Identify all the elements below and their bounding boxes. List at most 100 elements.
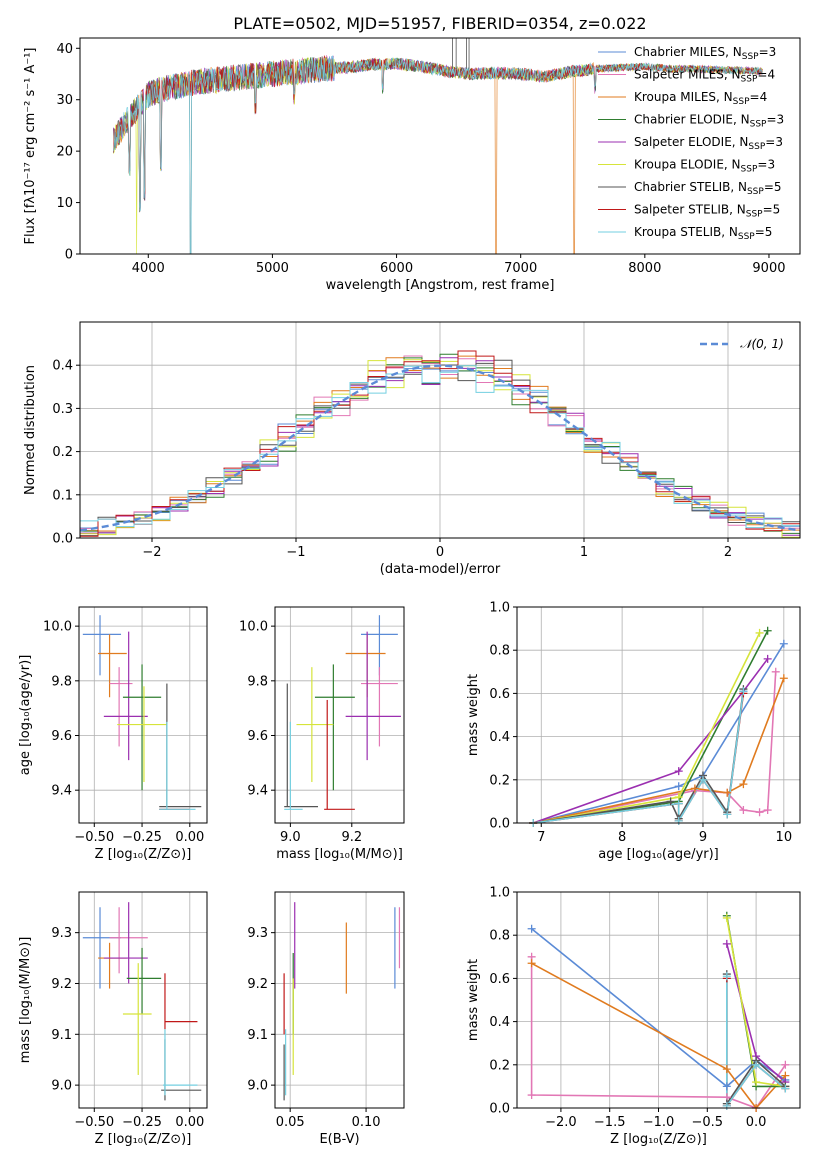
y-tick-label: 0.4: [52, 359, 73, 374]
weight-line: [726, 976, 786, 1108]
legend-sub: SSP: [750, 120, 767, 130]
plot-area: [284, 615, 401, 810]
weight-marker: [698, 775, 707, 784]
plot-area: [80, 350, 800, 538]
weight-marker: [690, 784, 699, 793]
weight-line: [533, 643, 785, 823]
y-tick-label: 0.1: [52, 488, 73, 503]
legend-sub: SSP: [746, 210, 763, 220]
y-tick-label: 9.0: [247, 1079, 268, 1094]
weight-marker: [674, 767, 683, 776]
legend-sub: SSP: [748, 142, 765, 152]
legend-sub: SSP: [747, 187, 764, 197]
axes-frame: [78, 891, 208, 1109]
weight-marker: [722, 939, 731, 948]
x-tick-label: −0.5: [692, 1115, 724, 1130]
spectrum-line: [113, 55, 763, 254]
weight-line: [531, 962, 786, 1108]
weight-marker: [527, 1091, 536, 1100]
weight-marker: [722, 913, 731, 922]
x-axis-label: mass [log₁₀(M/M⊙)]: [276, 847, 403, 862]
y-axis-label: mass [log₁₀(M/M⊙)]: [18, 937, 33, 1064]
y-tick-label: 10: [56, 196, 73, 211]
panel-mass-vs-ebv: 0.05 0.10 9.0 9.1 9.2 9.3 E(B-V): [247, 891, 405, 1147]
y-tick-label: 9.2: [247, 977, 268, 992]
x-tick-label: 0.00: [175, 830, 204, 845]
y-tick-label: 0.2: [489, 1058, 510, 1073]
panel-age-vs-Z: −0.50 −0.25 0.00 9.4 9.6 9.8 10.0 Z [log₁₀(Z/Z⊙…: [18, 606, 208, 862]
axes-frame: [78, 606, 208, 824]
weight-marker: [666, 797, 675, 806]
x-tick-label: −0.25: [122, 830, 162, 845]
legend-suffix: =3: [757, 158, 775, 172]
y-tick-label: 0.4: [489, 1015, 510, 1030]
x-tick-label: 2: [724, 545, 732, 560]
x-axis-label: Z [log₁₀(Z/Z⊙)]: [95, 1132, 192, 1147]
weight-marker: [755, 628, 764, 637]
weight-marker: [527, 959, 536, 968]
weight-marker: [739, 687, 748, 696]
axes-frame: [516, 606, 801, 824]
y-tick-label: 9.6: [51, 729, 72, 744]
legend-suffix: =4: [757, 68, 775, 82]
x-tick-label: −0.50: [74, 830, 114, 845]
legend-sub: SSP: [741, 165, 758, 175]
y-tick-label: 9.3: [51, 926, 72, 941]
plot-area: [530, 915, 787, 1108]
y-tick-label: 0.2: [489, 773, 510, 788]
weight-marker: [722, 1065, 731, 1074]
weight-marker: [752, 1060, 761, 1069]
y-axis-label: Flux [fλ10⁻¹⁷ erg cm⁻² s⁻¹ A⁻¹]: [23, 48, 38, 245]
legend: Chabrier MILES, NSSP=3 Salpeter MILES, NS…: [598, 45, 784, 242]
x-tick-label: −2.0: [545, 1115, 577, 1130]
plot-area: [113, 38, 763, 254]
legend-suffix: =3: [766, 113, 784, 127]
plot-area: [532, 630, 785, 823]
y-tick-label: 0: [65, 248, 73, 263]
x-tick-label: 9: [699, 830, 707, 845]
axes-frame: [274, 606, 405, 824]
x-tick-label: 0.00: [175, 1115, 204, 1130]
legend-suffix: =4: [750, 90, 768, 104]
figure-title: PLATE=0502, MJD=51957, FIBERID=0354, z=0…: [233, 14, 646, 33]
y-tick-label: 0.3: [52, 402, 73, 417]
legend-label: Salpeter ELODIE, NSSP=3: [634, 135, 783, 152]
weight-marker: [763, 806, 772, 815]
legend-label: Salpeter MILES, NSSP=4: [634, 68, 775, 85]
weight-marker: [723, 810, 732, 819]
y-tick-label: 9.4: [51, 784, 72, 799]
weight-marker: [723, 788, 732, 797]
y-tick-label: 0.0: [489, 817, 510, 832]
weight-marker: [722, 1101, 731, 1110]
x-tick-label: 8000: [628, 261, 661, 276]
legend-sub: SSP: [741, 75, 758, 85]
x-tick-label: −0.50: [74, 1115, 114, 1130]
legend-label: Kroupa ELODIE, NSSP=3: [634, 158, 775, 175]
x-tick-label: 4000: [132, 261, 165, 276]
x-tick-label: 9000: [752, 261, 785, 276]
y-axis-label: age [log₁₀(age/yr)]: [18, 655, 33, 776]
x-axis-label: age [log₁₀(age/yr)]: [598, 847, 719, 862]
y-tick-label: 40: [56, 42, 73, 57]
weight-marker: [674, 782, 683, 791]
weight-marker: [781, 1060, 790, 1069]
weight-line: [533, 688, 745, 823]
weight-marker: [752, 1078, 761, 1087]
weight-marker: [781, 1084, 790, 1093]
y-tick-label: 9.1: [247, 1028, 268, 1043]
x-tick-label: 1: [580, 545, 588, 560]
legend-label: Kroupa MILES, NSSP=4: [634, 90, 767, 107]
y-tick-label: 0.2: [52, 445, 73, 460]
y-tick-label: 9.3: [247, 926, 268, 941]
x-axis-label: Z [log₁₀(Z/Z⊙)]: [610, 1132, 707, 1147]
y-tick-label: 30: [56, 93, 73, 108]
y-tick-label: 9.1: [51, 1028, 72, 1043]
axes-frame: [79, 321, 801, 539]
x-tick-label: 0: [436, 545, 444, 560]
panel-age-vs-mass: 9.0 9.2 9.4 9.6 9.8 10.0 mass [log₁₀(M/M⊙)]: [239, 606, 405, 862]
y-tick-label: 9.6: [247, 729, 268, 744]
y-tick-label: 9.8: [51, 674, 72, 689]
x-axis-label: (data-model)/error: [380, 562, 501, 577]
y-tick-label: 0.8: [489, 929, 510, 944]
y-tick-label: 1.0: [489, 886, 510, 901]
